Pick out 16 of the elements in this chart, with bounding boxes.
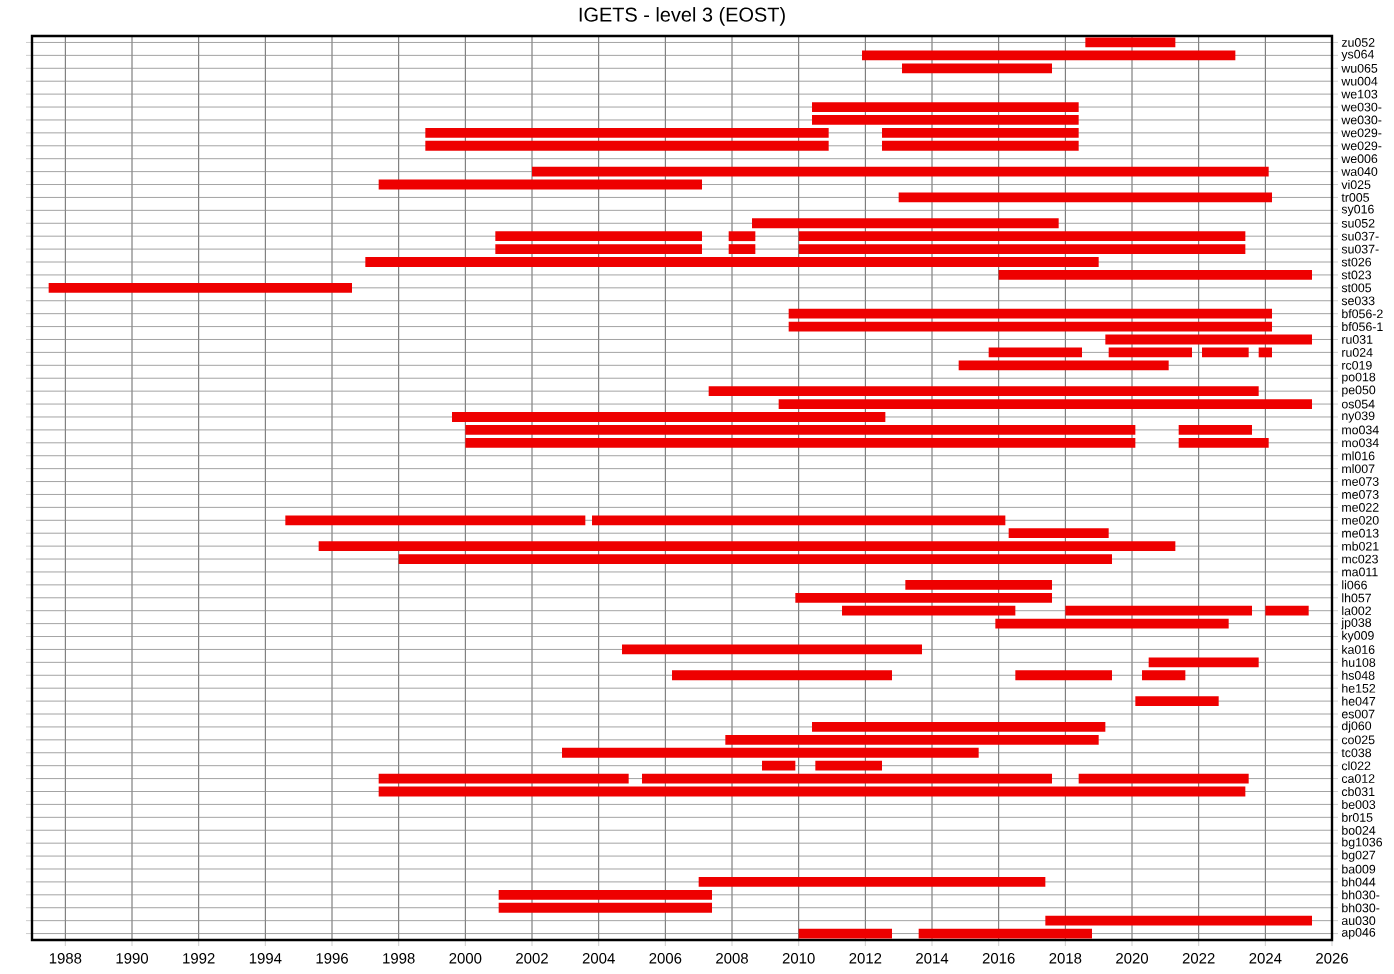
bar [1015, 670, 1113, 681]
bar [1202, 347, 1249, 358]
bar [798, 928, 893, 939]
bar [285, 515, 586, 526]
bar [1135, 696, 1219, 707]
bar [592, 515, 1006, 526]
chart-title: IGETS - level 3 (EOST) [579, 7, 785, 26]
bar [1105, 334, 1313, 345]
bar [1078, 773, 1249, 784]
bar [898, 192, 1273, 203]
bar [1265, 605, 1309, 616]
bar [378, 786, 1246, 797]
bar [378, 773, 629, 784]
bar [622, 644, 923, 655]
bar [672, 670, 893, 681]
bar [48, 282, 352, 293]
